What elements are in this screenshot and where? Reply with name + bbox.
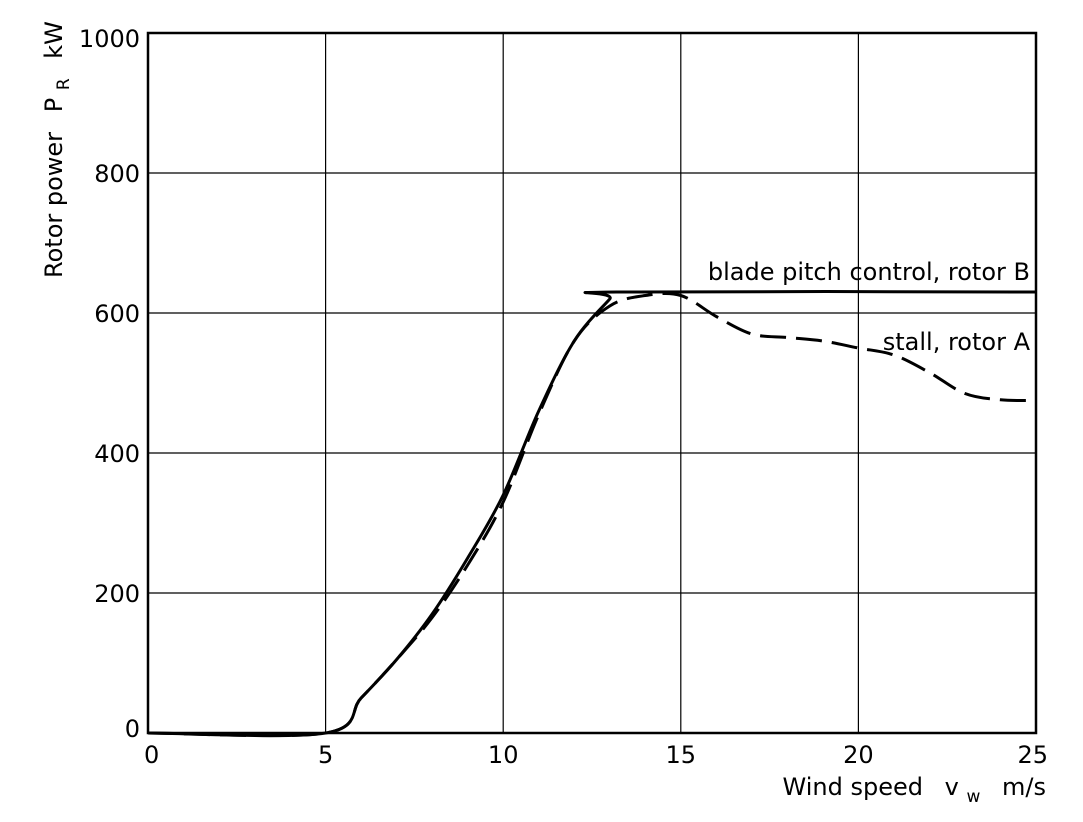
annotation-rotor-a: stall, rotor A <box>883 328 1031 356</box>
series-group <box>147 289 1037 738</box>
y-tick-label: 0 <box>125 715 140 743</box>
x-axis-unit: m/s <box>1002 773 1046 801</box>
series-line-rotor-a <box>147 292 1037 738</box>
y-axis-unit: kW <box>40 21 68 59</box>
x-axis-subscript: w <box>966 787 980 807</box>
x-tick-label: 25 <box>1017 741 1048 769</box>
x-axis-label: Wind speed v w m/s <box>783 773 1046 808</box>
annotation-rotor-b: blade pitch control, rotor B <box>708 258 1030 286</box>
x-tick-label: 10 <box>488 741 519 769</box>
y-tick-label: 600 <box>94 300 140 328</box>
x-tick-label: 20 <box>843 741 874 769</box>
plot-frame <box>146 31 1038 735</box>
y-tick-labels: 0 200 400 600 800 1000 <box>79 25 140 743</box>
y-tick-label: 1000 <box>79 25 140 53</box>
x-tick-label: 5 <box>318 741 333 769</box>
x-axis-symbol: v <box>945 773 959 801</box>
y-axis-subscript: R <box>54 78 74 90</box>
grid <box>147 32 1037 734</box>
y-axis-label-text: Rotor power <box>40 132 68 278</box>
y-tick-label: 400 <box>94 440 140 468</box>
x-tick-labels: 0 5 10 15 20 25 <box>144 741 1048 769</box>
y-tick-label: 800 <box>94 160 140 188</box>
x-tick-label: 15 <box>666 741 697 769</box>
x-tick-label: 0 <box>144 741 159 769</box>
y-axis-symbol: P <box>40 98 68 112</box>
y-axis-label: Rotor power P R kW <box>40 21 75 278</box>
y-tick-label: 200 <box>94 580 140 608</box>
x-axis-label-text: Wind speed <box>783 773 923 801</box>
